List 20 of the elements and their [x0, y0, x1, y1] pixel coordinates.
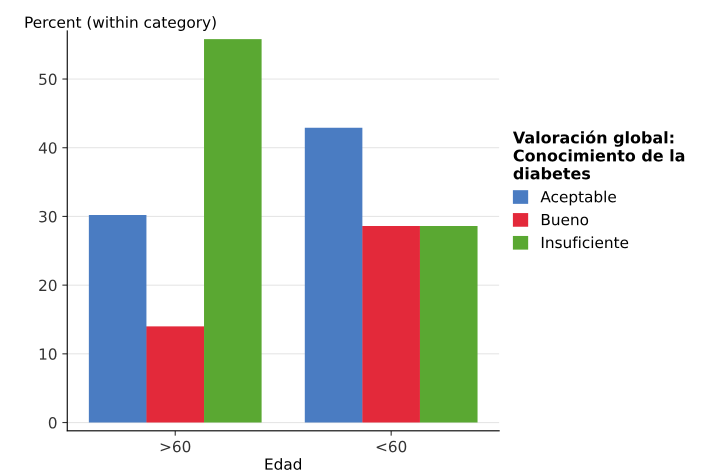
- y-tick-label: 0: [48, 417, 57, 429]
- x-axis-title: Edad: [265, 458, 302, 470]
- legend-label: Bueno: [542, 214, 588, 226]
- bar: [420, 226, 478, 423]
- y-tick-label: 10: [40, 348, 57, 360]
- y-tick-label: 40: [38, 142, 57, 154]
- x-tick-label: <60: [376, 440, 406, 452]
- bar: [304, 128, 362, 423]
- bar: [204, 39, 262, 423]
- x-tick-label: >60: [160, 440, 190, 452]
- y-axis-title: Percent (within category): [26, 16, 216, 31]
- bar: [146, 326, 204, 423]
- bar: [362, 226, 420, 423]
- legend-label: Aceptable: [540, 190, 616, 206]
- y-tick-label: 50: [39, 73, 57, 86]
- y-tick-label: 20: [39, 280, 57, 292]
- y-tick-label: 30: [39, 210, 57, 222]
- legend-label: Insuficiente: [542, 236, 628, 248]
- bar: [88, 215, 146, 423]
- legend-title: Valoración global: Conocimiento de la diabetes: [512, 130, 684, 180]
